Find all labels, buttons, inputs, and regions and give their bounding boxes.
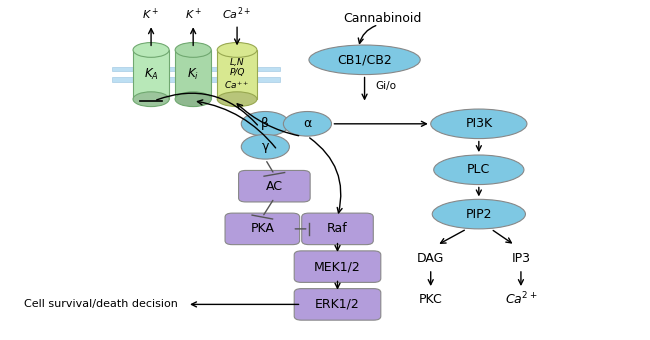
Text: Raf: Raf <box>327 222 348 235</box>
Text: Cell survival/death decision: Cell survival/death decision <box>24 300 178 309</box>
FancyBboxPatch shape <box>133 50 169 99</box>
FancyBboxPatch shape <box>112 67 280 71</box>
Text: ERK1/2: ERK1/2 <box>315 298 360 311</box>
FancyBboxPatch shape <box>225 213 300 245</box>
Text: $K^+$: $K^+$ <box>142 7 160 22</box>
Ellipse shape <box>434 155 524 185</box>
Ellipse shape <box>241 112 289 136</box>
FancyBboxPatch shape <box>217 50 257 99</box>
FancyBboxPatch shape <box>175 50 211 99</box>
Text: Gi/o: Gi/o <box>376 81 396 91</box>
Text: IP3: IP3 <box>512 252 530 265</box>
FancyBboxPatch shape <box>294 289 381 320</box>
Text: AC: AC <box>266 180 283 193</box>
Ellipse shape <box>431 109 527 139</box>
Text: α: α <box>304 117 311 130</box>
Text: $K_i$: $K_i$ <box>187 67 199 82</box>
Ellipse shape <box>217 92 257 106</box>
Text: $K^+$: $K^+$ <box>185 7 202 22</box>
Text: $Ca^{2+}$: $Ca^{2+}$ <box>222 5 252 22</box>
FancyBboxPatch shape <box>302 213 373 245</box>
Text: PIP2: PIP2 <box>465 208 492 221</box>
Ellipse shape <box>133 92 169 106</box>
Text: β: β <box>261 117 269 130</box>
FancyBboxPatch shape <box>294 251 381 283</box>
Text: PLC: PLC <box>467 163 491 176</box>
Ellipse shape <box>432 199 525 229</box>
Text: CB1/CB2: CB1/CB2 <box>337 53 392 66</box>
FancyBboxPatch shape <box>112 77 280 82</box>
Text: L,N
P/Q
$Ca^{++}$: L,N P/Q $Ca^{++}$ <box>224 58 250 91</box>
Text: γ: γ <box>261 140 269 153</box>
Ellipse shape <box>175 42 211 57</box>
Text: DAG: DAG <box>417 252 445 265</box>
Text: PI3K: PI3K <box>465 117 493 130</box>
Text: $Ca^{2+}$: $Ca^{2+}$ <box>504 291 538 308</box>
Text: Cannabinoid: Cannabinoid <box>343 12 422 25</box>
Ellipse shape <box>283 112 332 136</box>
Text: MEK1/2: MEK1/2 <box>314 260 361 273</box>
Ellipse shape <box>217 42 257 57</box>
FancyBboxPatch shape <box>239 170 310 202</box>
Text: PKA: PKA <box>250 222 274 235</box>
Text: $K_A$: $K_A$ <box>144 67 159 82</box>
Text: PKC: PKC <box>419 293 443 306</box>
Ellipse shape <box>133 42 169 57</box>
Ellipse shape <box>175 92 211 106</box>
Ellipse shape <box>309 45 420 74</box>
Ellipse shape <box>241 135 289 159</box>
